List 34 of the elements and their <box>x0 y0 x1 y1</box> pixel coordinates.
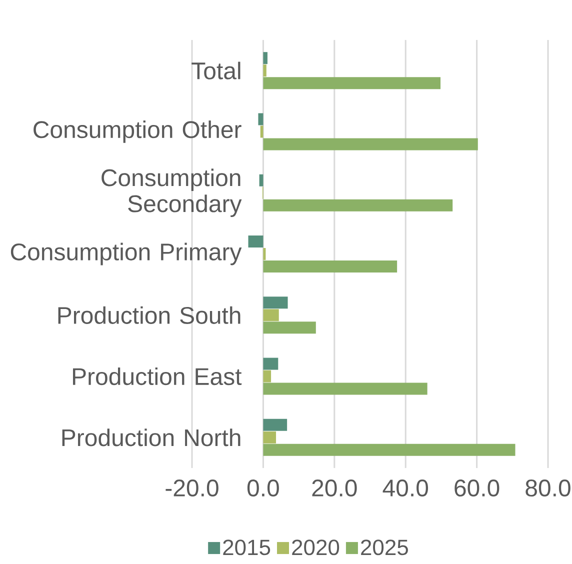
bar <box>263 199 453 212</box>
bar <box>263 444 516 456</box>
bar <box>263 358 278 370</box>
x-tick-label: -20.0 <box>166 480 218 497</box>
bar <box>263 309 279 322</box>
legend-label: 2015 <box>223 540 270 556</box>
x-tick-label: 20.0 <box>312 480 357 497</box>
bar <box>263 418 288 431</box>
bar <box>263 431 276 444</box>
bar <box>263 248 266 260</box>
bar <box>263 64 266 77</box>
y-tick-label: Production East <box>73 367 242 386</box>
bar <box>263 138 478 150</box>
y-tick-label: Production South <box>58 306 240 324</box>
bar <box>263 370 272 382</box>
x-tick-label: 0.0 <box>247 480 279 497</box>
y-tick-label: Consumption Primary <box>10 242 242 266</box>
bar <box>258 113 264 126</box>
bar <box>248 236 264 248</box>
x-tick-label: 40.0 <box>382 480 428 497</box>
x-tick-label: 60.0 <box>454 480 500 497</box>
y-tick-label: Consumption Secondary <box>102 168 242 218</box>
bar <box>263 296 288 309</box>
x-tick-label: 80.0 <box>526 480 570 497</box>
legend-label: 2020 <box>292 540 340 556</box>
y-tick-label: Total <box>192 62 240 80</box>
y-tick-label: Production North <box>62 428 240 446</box>
legend-label: 2025 <box>361 540 408 556</box>
bar <box>263 260 398 272</box>
bar <box>263 77 440 90</box>
y-tick-label: Consumption Other <box>34 120 242 143</box>
bar <box>263 322 316 334</box>
bar <box>263 382 428 395</box>
bar <box>263 52 268 64</box>
